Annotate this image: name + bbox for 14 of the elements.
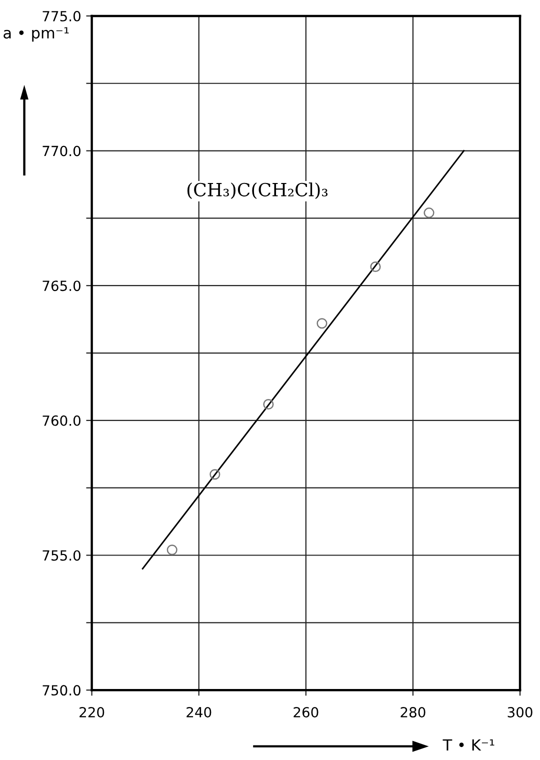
x-tick-label: 260: [294, 706, 318, 718]
y-axis-title: a • pm⁻¹: [4, 27, 69, 42]
y-tick-label: 760.0: [42, 415, 80, 426]
y-tick-label: 770.0: [42, 146, 80, 156]
x-tick-label: 240: [186, 706, 212, 718]
x-tick-label: 220: [80, 706, 104, 718]
x-axis-title: T • K⁻¹: [442, 739, 494, 751]
y-tick-label: 750.0: [42, 685, 80, 696]
y-tick-label: 755.0: [42, 550, 80, 561]
annotation: (CH₃)C(CH₂Cl)₃: [187, 182, 328, 200]
x-tick-label: 300: [508, 706, 532, 718]
x-tick-label: 280: [400, 706, 426, 718]
y-tick-label: 765.0: [42, 280, 80, 292]
y-tick-label: 775.0: [42, 10, 80, 22]
